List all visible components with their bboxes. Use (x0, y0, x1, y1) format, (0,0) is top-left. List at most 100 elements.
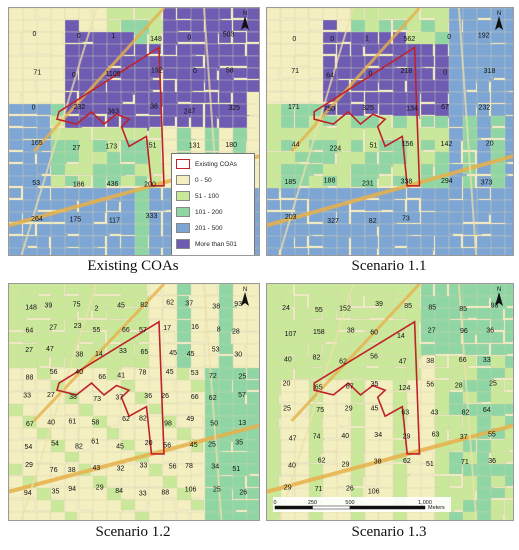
parcel (308, 451, 322, 464)
parcel (134, 511, 150, 520)
zone-value-label: 62 (403, 458, 411, 465)
parcel (462, 175, 476, 190)
parcel (106, 223, 124, 235)
zone-value-label: 36 (486, 327, 494, 334)
zone-value-label: 503 (223, 32, 235, 39)
zone-value-label: 1 (112, 33, 116, 40)
parcel (504, 115, 513, 130)
parcel (504, 235, 513, 252)
parcel (246, 439, 259, 454)
zone-value-label: 38 (69, 394, 77, 401)
parcel (406, 331, 420, 346)
zone-value-label: 185 (284, 179, 296, 186)
parcel (148, 247, 162, 255)
parcel (92, 127, 108, 140)
parcel (420, 163, 434, 177)
parcel (504, 451, 513, 463)
zone-value-label: 27 (25, 347, 33, 354)
parcel (504, 391, 513, 407)
parcel (22, 403, 36, 417)
zone-value-label: 25 (239, 373, 247, 380)
parcel (504, 247, 513, 255)
parcel (364, 475, 378, 487)
parcel (420, 284, 434, 297)
parcel (434, 91, 449, 105)
legend-swatch (176, 175, 190, 185)
parcel (294, 43, 310, 56)
parcel (106, 427, 120, 440)
parcel (322, 55, 336, 70)
parcel (106, 415, 120, 427)
zone-value-label: 38 (374, 458, 382, 465)
zone-value-label: 20 (145, 440, 153, 447)
zone-value-label: 186 (73, 181, 85, 188)
parcel (9, 103, 25, 115)
parcel (490, 31, 507, 44)
parcel (204, 284, 218, 296)
north-arrow-icon: N (241, 287, 249, 306)
parcel (462, 295, 478, 307)
legend-item: More than 501 (176, 238, 237, 250)
zone-value-label: 200 (144, 181, 156, 188)
parcel (22, 43, 40, 55)
zone-value-label: 66 (122, 327, 130, 334)
zone-value-label: 40 (341, 433, 349, 440)
parcel (190, 367, 205, 379)
parcel (9, 187, 22, 199)
legend-label: Existing COAs (195, 160, 237, 168)
zone-value-label: 131 (189, 142, 201, 149)
road-layer (267, 284, 513, 520)
parcel (490, 307, 504, 321)
parcel (280, 463, 295, 476)
parcel (420, 343, 437, 356)
parcel (420, 67, 434, 82)
parcel (392, 247, 408, 255)
zone-value-label: 85 (459, 306, 467, 313)
parcel (190, 451, 208, 464)
parcel (218, 55, 236, 67)
scale-unit: Meters (428, 505, 445, 511)
parcel (322, 127, 338, 141)
parcel (36, 163, 51, 175)
zone-value-label: 0 (32, 105, 36, 112)
parcel (120, 91, 134, 103)
parcel (504, 307, 513, 319)
zone-value-label: 29 (403, 434, 411, 441)
parcel (36, 19, 53, 33)
zone-value-label: 28 (455, 383, 463, 390)
zone-value-label: 53 (32, 180, 40, 187)
parcel (280, 163, 298, 177)
parcel (364, 235, 379, 250)
parcel (246, 43, 259, 57)
parcel (50, 43, 67, 57)
zone-value-label: 55 (93, 327, 101, 334)
parcel (448, 223, 464, 235)
zone-value-label: 30 (234, 352, 242, 359)
zone-value-label: 87 (346, 383, 354, 390)
parcel (92, 307, 107, 319)
parcel (462, 139, 480, 151)
parcel (9, 499, 25, 514)
parcel-layer (267, 8, 513, 255)
parcel (504, 223, 513, 239)
parcel (336, 127, 352, 142)
parcel (190, 499, 205, 511)
zone-value-label: 73 (402, 216, 410, 223)
zone-value-label: 188 (324, 177, 336, 184)
zone-value-label: 56 (426, 382, 434, 389)
parcel (232, 343, 246, 356)
parcel (504, 79, 513, 92)
parcel (78, 511, 93, 520)
parcel (267, 103, 282, 118)
parcel (476, 247, 493, 255)
parcel (50, 331, 68, 345)
zone-value-label: 25 (283, 406, 291, 413)
zone-value-label: 98 (164, 420, 172, 427)
parcel (476, 343, 490, 356)
parcel (336, 19, 354, 33)
parcel (504, 19, 513, 34)
zone-value-label: 56 (169, 464, 177, 471)
zone-value-label: 34 (211, 463, 219, 470)
zone-value-label: 62 (122, 416, 130, 423)
